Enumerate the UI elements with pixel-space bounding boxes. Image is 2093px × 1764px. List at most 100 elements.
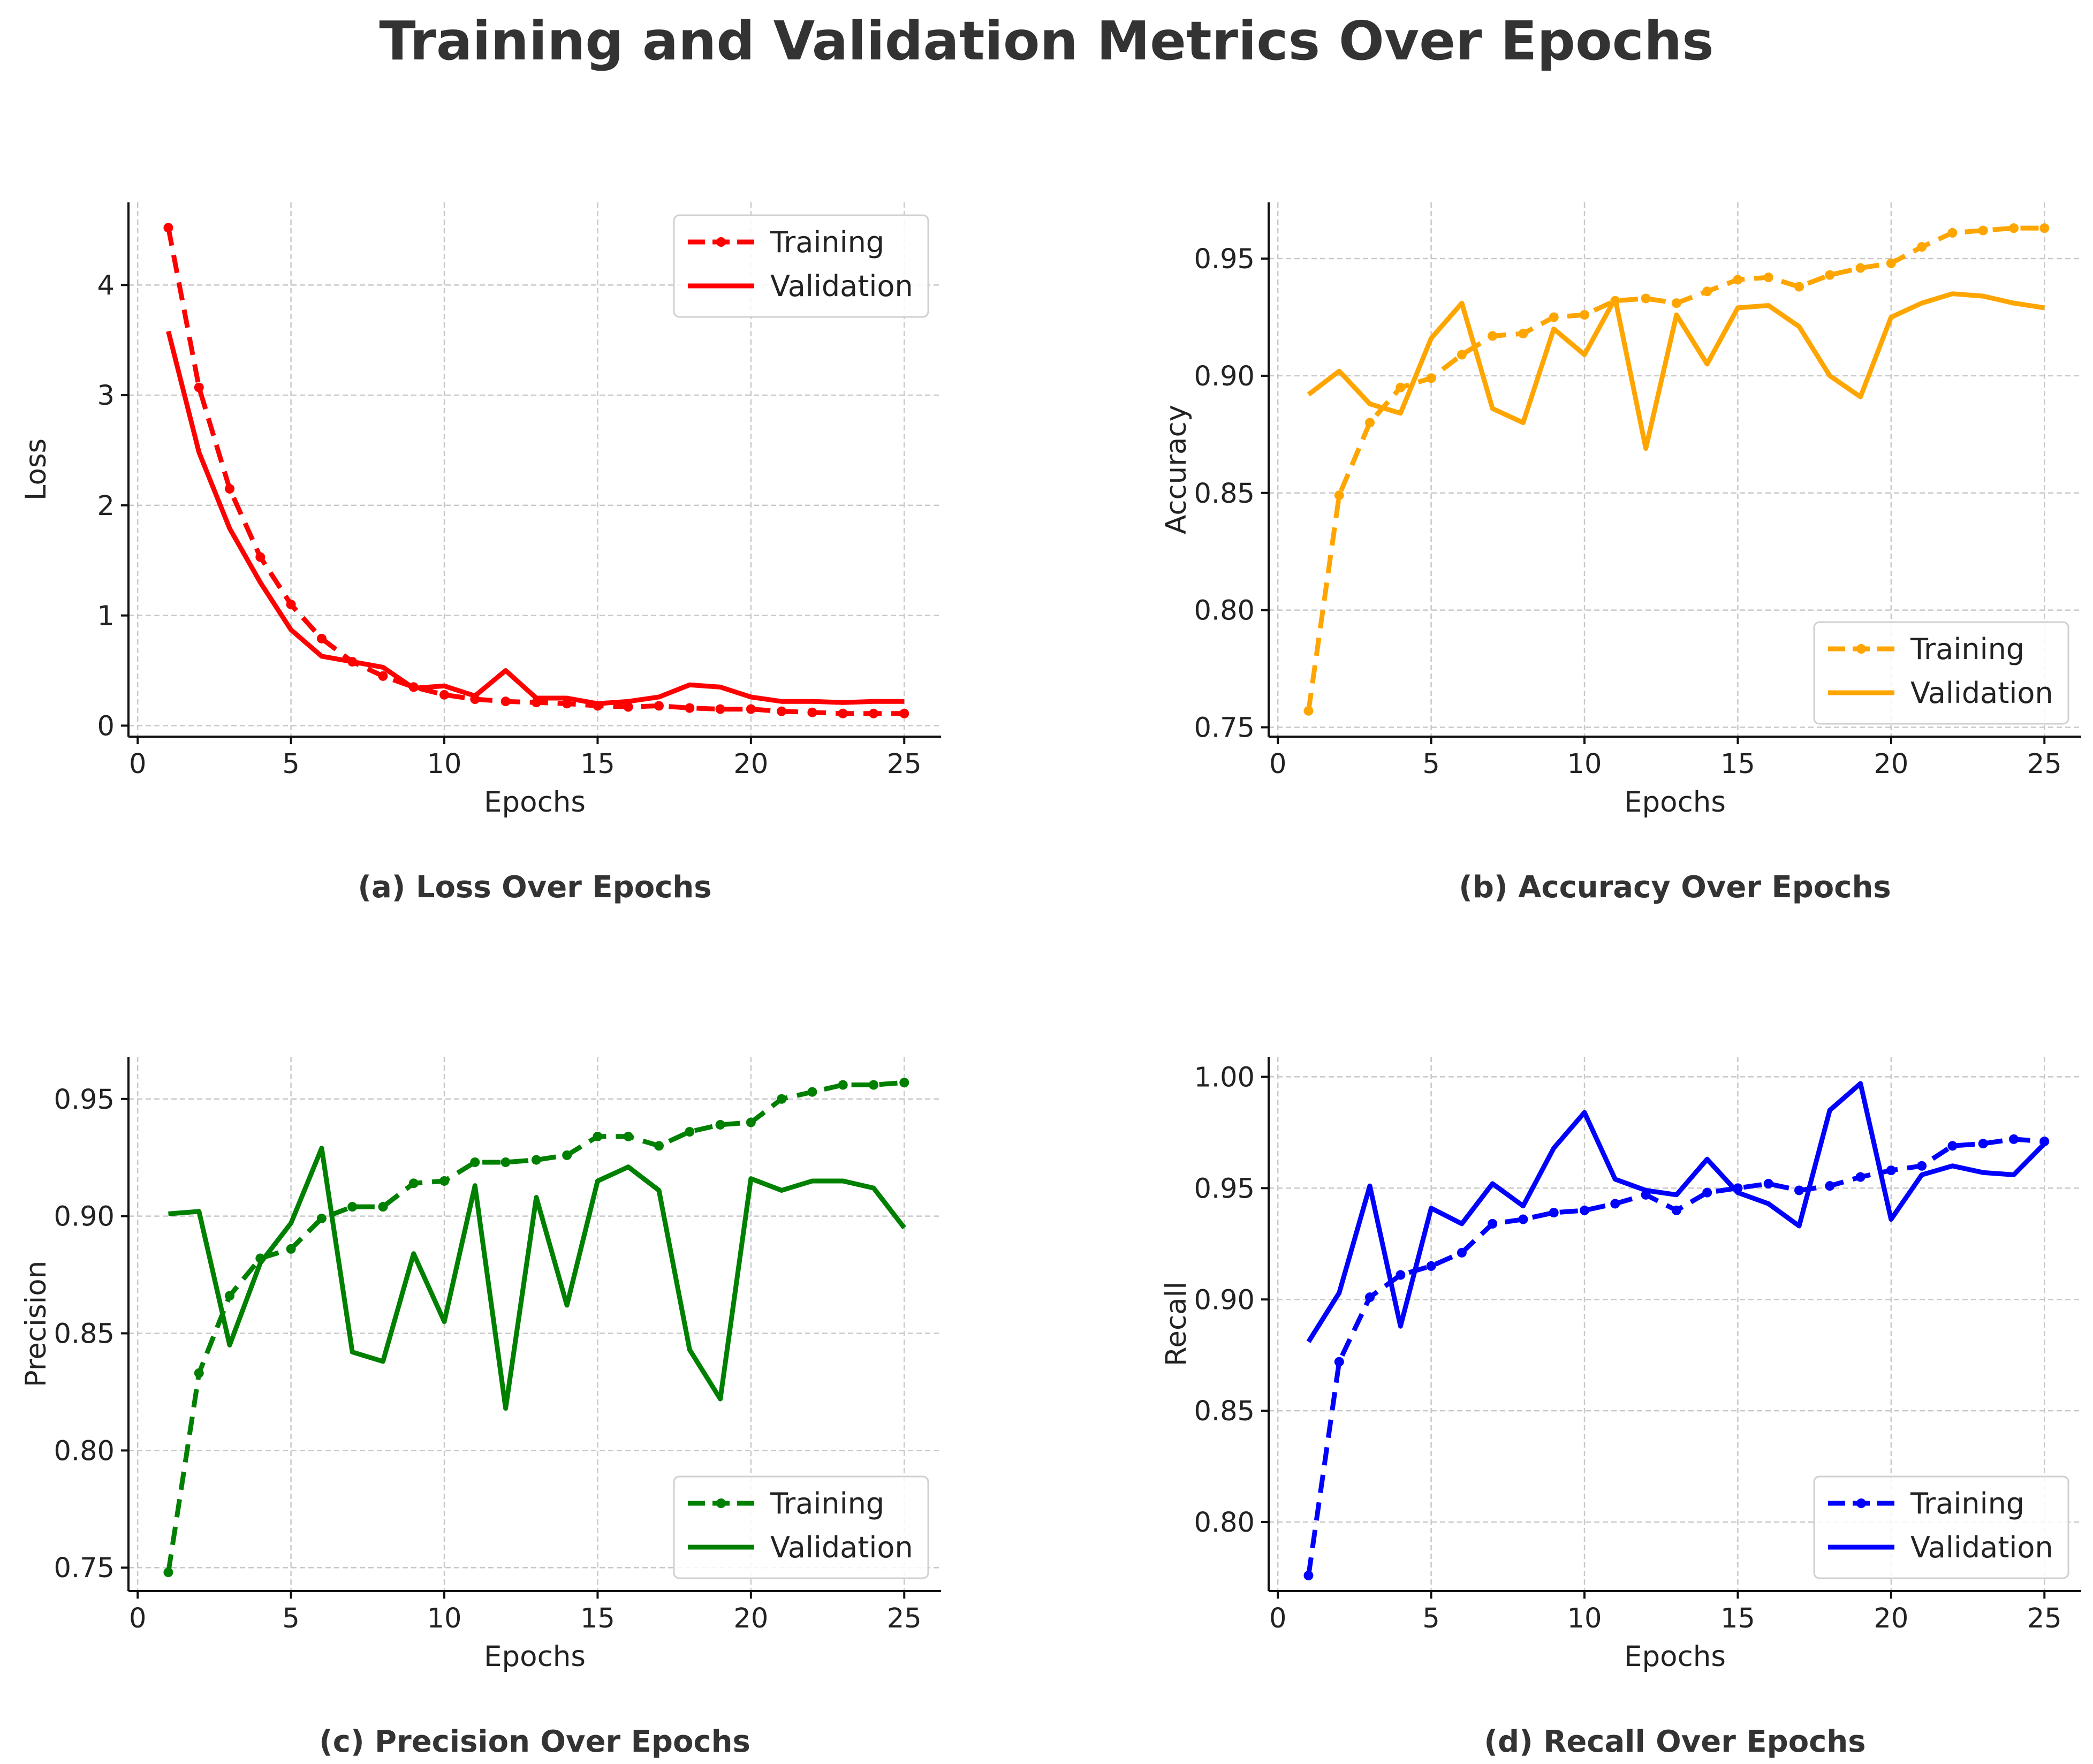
y-tick-label: 0.80 bbox=[1194, 1507, 1255, 1539]
data-point-training bbox=[715, 1119, 725, 1130]
series-line-validation bbox=[166, 330, 905, 706]
data-point-training bbox=[2008, 1134, 2019, 1144]
figure-title: Training and Validation Metrics Over Epo… bbox=[379, 10, 1714, 72]
data-point-training bbox=[439, 690, 450, 700]
data-point-training bbox=[286, 600, 296, 610]
data-point-training bbox=[1763, 1179, 1773, 1189]
data-point-training bbox=[623, 702, 633, 712]
data-point-training bbox=[439, 1176, 450, 1186]
data-point-training bbox=[838, 1080, 848, 1090]
x-tick-label: 0 bbox=[1269, 748, 1286, 780]
data-point-training bbox=[470, 1157, 480, 1167]
data-point-training bbox=[1549, 312, 1559, 322]
data-point-training bbox=[1763, 272, 1773, 283]
data-point-training bbox=[1733, 275, 1743, 285]
x-tick-label: 0 bbox=[129, 1603, 146, 1634]
data-point-training bbox=[1457, 1247, 1467, 1258]
data-point-training bbox=[868, 1080, 878, 1090]
data-point-training bbox=[654, 1141, 664, 1151]
plot-area bbox=[1303, 1081, 2050, 1580]
data-point-training bbox=[1426, 373, 1436, 383]
data-point-training bbox=[500, 1157, 511, 1167]
y-tick-label: 1.00 bbox=[1194, 1062, 1255, 1093]
legend-label-training: Training bbox=[1910, 1487, 2024, 1520]
data-point-training bbox=[1947, 1141, 1958, 1151]
legend: Training Validation bbox=[673, 214, 929, 318]
x-axis-label: Epochs bbox=[1624, 786, 1726, 819]
y-tick-label: 0.90 bbox=[1194, 361, 1255, 392]
data-point-training bbox=[2039, 223, 2050, 233]
legend-label-training: Training bbox=[770, 225, 884, 259]
y-tick-label: 0 bbox=[97, 710, 115, 742]
legend-marker bbox=[1856, 644, 1866, 654]
y-axis-label: Recall bbox=[1160, 1282, 1193, 1366]
y-tick-label: 0.90 bbox=[54, 1201, 115, 1233]
y-tick-label: 0.75 bbox=[1194, 712, 1255, 744]
data-point-training bbox=[1580, 310, 1590, 320]
data-point-training bbox=[715, 704, 725, 714]
x-tick-label: 20 bbox=[1874, 1603, 1908, 1634]
y-tick-label: 0.80 bbox=[1194, 595, 1255, 627]
data-point-training bbox=[807, 1087, 817, 1097]
data-point-training bbox=[1303, 706, 1314, 716]
data-point-training bbox=[1365, 418, 1375, 428]
x-tick-label: 20 bbox=[733, 1603, 768, 1634]
y-tick-label: 0.95 bbox=[54, 1084, 115, 1116]
plot-area bbox=[1303, 223, 2050, 716]
x-tick-label: 15 bbox=[580, 1603, 615, 1634]
data-point-training bbox=[1580, 1205, 1590, 1215]
x-tick-label: 5 bbox=[282, 1603, 299, 1634]
data-point-training bbox=[225, 484, 235, 494]
data-point-training bbox=[1886, 1165, 1896, 1176]
x-tick-label: 10 bbox=[427, 1603, 462, 1634]
data-point-training bbox=[1488, 1218, 1498, 1229]
chart-panel-precision: 0 5 10 15 20 25 0.75 0.80 0.85 0.90 0.95 Epochs Prec… bbox=[20, 1057, 941, 1759]
y-tick-label: 4 bbox=[97, 270, 115, 301]
data-point-training bbox=[1488, 331, 1498, 341]
x-axis-label: Epochs bbox=[484, 1640, 586, 1673]
data-point-training bbox=[777, 706, 787, 716]
x-tick-label: 5 bbox=[282, 748, 299, 780]
plot-area bbox=[163, 1078, 909, 1577]
data-point-training bbox=[408, 1178, 419, 1188]
x-tick-label: 10 bbox=[1567, 748, 1602, 780]
data-point-training bbox=[255, 552, 266, 562]
data-point-training bbox=[1303, 1570, 1314, 1580]
data-point-training bbox=[1610, 1199, 1620, 1209]
data-point-training bbox=[286, 1244, 296, 1254]
data-point-training bbox=[2008, 223, 2019, 233]
data-point-training bbox=[1396, 382, 1406, 392]
data-point-training bbox=[1978, 1139, 1988, 1149]
series-line-validation bbox=[168, 1146, 906, 1411]
legend-marker bbox=[1856, 1498, 1866, 1508]
legend-label-validation: Validation bbox=[1910, 1531, 2053, 1564]
data-point-training bbox=[1671, 1205, 1681, 1215]
y-axis-label: Loss bbox=[20, 438, 52, 501]
data-point-training bbox=[1396, 1270, 1406, 1280]
legend-label-validation: Validation bbox=[770, 269, 913, 303]
data-point-training bbox=[225, 1291, 235, 1301]
legend: Training Validation bbox=[1813, 621, 2069, 725]
data-point-training bbox=[654, 701, 664, 711]
data-point-training bbox=[1702, 1187, 1712, 1198]
x-tick-label: 25 bbox=[2027, 1603, 2062, 1634]
data-point-training bbox=[163, 1567, 173, 1577]
data-point-training bbox=[316, 1214, 327, 1224]
data-point-training bbox=[899, 708, 909, 718]
x-tick-label: 15 bbox=[1720, 748, 1755, 780]
panel-caption: (d) Recall Over Epochs bbox=[1484, 1724, 1866, 1759]
data-point-training bbox=[316, 633, 327, 643]
series-line-validation bbox=[1306, 1081, 2046, 1343]
data-point-training bbox=[378, 671, 388, 681]
data-point-training bbox=[1641, 293, 1651, 304]
data-point-training bbox=[868, 708, 878, 718]
data-point-training bbox=[1457, 350, 1467, 360]
plot-area bbox=[163, 223, 909, 718]
data-point-training bbox=[1518, 329, 1528, 339]
data-point-training bbox=[746, 704, 756, 714]
data-point-training bbox=[1702, 286, 1712, 297]
data-point-training bbox=[1426, 1261, 1436, 1271]
y-tick-label: 3 bbox=[97, 380, 115, 412]
data-point-training bbox=[1978, 225, 1988, 236]
